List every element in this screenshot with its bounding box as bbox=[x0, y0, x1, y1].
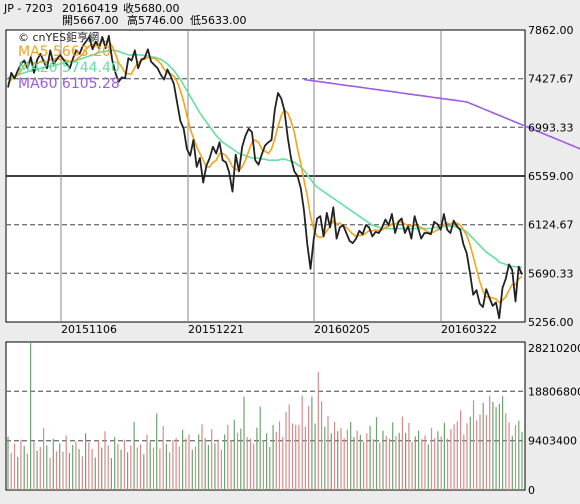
price-y-tick-label: 7427.67 bbox=[528, 73, 574, 86]
x-tick-label: 20151106 bbox=[61, 323, 117, 336]
volume-y-tick-label: 28210200 bbox=[528, 342, 580, 355]
symbol-label: JP - 7203 bbox=[3, 2, 53, 15]
x-tick-label: 20160322 bbox=[441, 323, 497, 336]
watermark: © cnYES鉅亨網 bbox=[18, 30, 99, 44]
x-ticks: 20151106 20151221 20160205 20160322 bbox=[61, 323, 497, 336]
date-label: 20160419 bbox=[62, 2, 118, 15]
price-y-tick-label: 6993.33 bbox=[528, 121, 574, 134]
high-label: 高5746.00 bbox=[127, 13, 184, 27]
price-y-tick-label: 6559.00 bbox=[528, 170, 574, 183]
volume-y-tick-label: 18806800 bbox=[528, 385, 580, 398]
volume-bars bbox=[7, 343, 523, 490]
price-y-ticks: 7862.00 7427.67 6993.33 6559.00 6124.67 5690.… bbox=[528, 24, 574, 329]
x-tick-label: 20151221 bbox=[188, 323, 244, 336]
close-label: 收5680.00 bbox=[123, 1, 180, 15]
price-series bbox=[7, 34, 580, 320]
volume-y-ticks: 28210200 18806800 9403400 0 bbox=[528, 342, 580, 497]
series-line-MA60 bbox=[303, 78, 580, 150]
volume-y-tick-label: 9403400 bbox=[528, 435, 577, 448]
legend-entry: MA60 6105.28 bbox=[18, 76, 120, 92]
series-line-close bbox=[7, 34, 523, 320]
legend-entry: MA20 5744.40 bbox=[18, 60, 120, 76]
volume-y-tick-label: 0 bbox=[528, 484, 535, 497]
price-y-tick-label: 5256.00 bbox=[528, 316, 574, 329]
price-y-tick-label: 7862.00 bbox=[528, 24, 574, 37]
series-line-MA20 bbox=[8, 49, 523, 269]
price-y-tick-label: 5690.33 bbox=[528, 267, 574, 280]
legend-entry: MA5 5663.20 bbox=[18, 44, 111, 60]
price-y-tick-label: 6124.67 bbox=[528, 219, 574, 232]
low-label: 低5633.00 bbox=[190, 14, 247, 27]
x-tick-label: 20160205 bbox=[314, 323, 370, 336]
open-label: 開5667.00 bbox=[62, 14, 119, 27]
